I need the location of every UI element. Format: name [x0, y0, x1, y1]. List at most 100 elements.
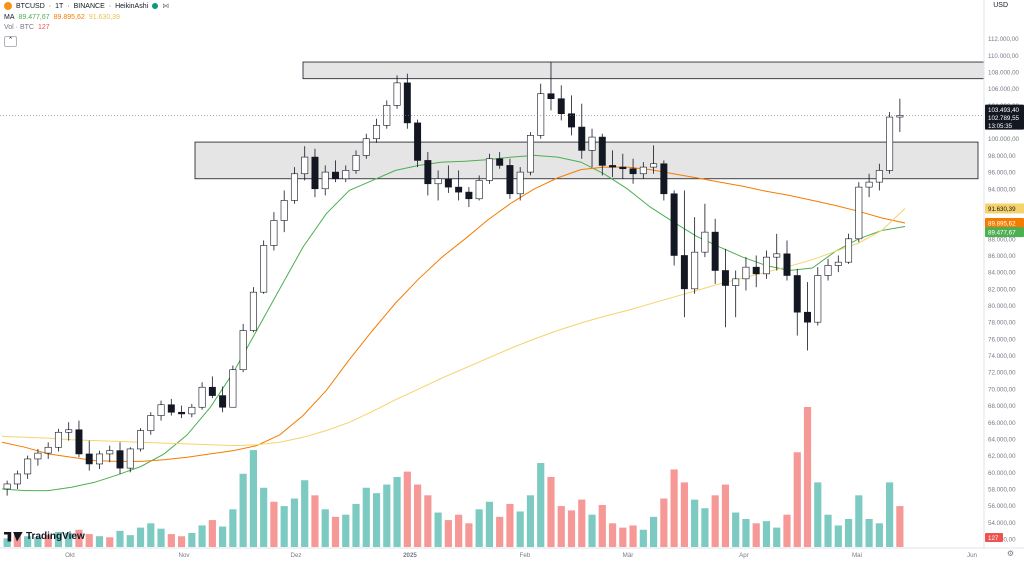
price-tick-label: 98.000,00: [988, 153, 1016, 160]
candle-body: [434, 178, 442, 185]
candle-body: [752, 266, 760, 275]
candle: [455, 170, 463, 201]
candle: [680, 190, 688, 318]
candle: [650, 145, 658, 174]
price-tick-label: 54.000,00: [988, 520, 1016, 527]
volume-label-bg: [985, 533, 1003, 542]
candle: [773, 233, 781, 271]
exchange: BINANCE: [73, 2, 105, 10]
volume-bar: [619, 527, 627, 547]
vol-value: 127: [37, 24, 50, 31]
settings-gear-icon[interactable]: ⚙: [1006, 549, 1014, 558]
ma-legend[interactable]: MA 89.477,67 89.895,62 91.630,39: [4, 14, 120, 21]
ma3-price-label-bg: [985, 203, 1024, 214]
candle-body: [188, 406, 196, 415]
candle: [249, 287, 257, 333]
volume-legend[interactable]: Vol · BTC 127: [4, 24, 50, 31]
candle-body: [537, 93, 545, 136]
candle-body: [383, 105, 391, 126]
candle-body: [896, 115, 904, 118]
candle: [301, 146, 309, 181]
volume-bar: [875, 523, 883, 547]
volume-bar: [639, 529, 647, 547]
volume-bar: [44, 535, 52, 547]
candle: [65, 422, 73, 441]
candle-body: [24, 458, 32, 475]
volume-bar: [680, 482, 688, 547]
symbol-legend[interactable]: BTCUSD · 1T · BINANCE · HeikinAshi ⋈: [4, 2, 169, 10]
candle-body: [793, 275, 801, 313]
candle: [434, 170, 442, 201]
tradingview-logo: TradingView: [4, 531, 85, 542]
currency-selector[interactable]: USD: [993, 2, 1008, 9]
candle-body: [475, 180, 483, 200]
volume-bar: [896, 506, 904, 547]
volume-bar: [783, 514, 791, 547]
vol-label: Vol · BTC: [4, 24, 34, 31]
candle: [13, 470, 21, 489]
candle: [116, 442, 124, 474]
candle: [845, 233, 853, 264]
candle: [588, 128, 596, 168]
volume-bar: [711, 495, 719, 547]
candle: [147, 412, 155, 435]
volume-bar: [280, 506, 288, 547]
candle: [824, 258, 832, 281]
time-tick-label: Apr: [739, 552, 749, 559]
last-price-label: 103.493,40: [988, 107, 1020, 114]
candle-body: [516, 171, 524, 195]
volume-bar: [198, 525, 206, 547]
volume-bar: [219, 526, 227, 547]
ma-value-2: 89.895,62: [53, 14, 85, 21]
candle-body: [455, 186, 463, 193]
candle: [516, 167, 524, 201]
candle-body: [403, 82, 411, 124]
candle-body: [311, 156, 319, 190]
candle-body: [855, 186, 863, 240]
volume-bar: [136, 527, 145, 547]
candle: [383, 100, 391, 129]
candle-body: [721, 270, 729, 286]
candle-body: [834, 261, 842, 266]
candle-body: [332, 171, 339, 180]
candle-body: [116, 450, 124, 469]
volume-bar: [516, 511, 524, 547]
candle: [3, 480, 11, 496]
candle: [578, 103, 586, 159]
volume-bar: [824, 514, 832, 547]
candle: [75, 420, 83, 458]
price-tick-label: 66.000,00: [988, 420, 1016, 427]
volume-bar: [116, 530, 124, 547]
candle-body: [886, 116, 894, 171]
volume-bar: [762, 521, 771, 547]
price-tick-label: 94.000,00: [988, 186, 1016, 193]
volume-bar: [475, 509, 483, 547]
share-icon[interactable]: ⋈: [162, 3, 170, 10]
candle: [598, 133, 606, 176]
candle: [762, 250, 770, 279]
time-tick-label: Mai: [852, 552, 862, 559]
candle: [732, 270, 740, 318]
candle-body: [373, 125, 381, 140]
candle: [229, 365, 237, 408]
candle-body: [639, 166, 647, 175]
volume-bar: [691, 499, 699, 547]
candle-body: [711, 231, 719, 271]
price-tick-label: 64.000,00: [988, 436, 1016, 443]
volume-bar: [578, 499, 586, 547]
candle: [506, 158, 514, 199]
candle: [403, 73, 411, 129]
candle: [793, 268, 801, 336]
volume-bar: [465, 523, 473, 547]
volume-bar: [331, 516, 340, 547]
candle-body: [660, 163, 668, 195]
volume-bar: [670, 469, 678, 547]
volume-bar: [321, 509, 329, 547]
price-tick-label: 70.000,00: [988, 386, 1016, 393]
collapse-legend-button[interactable]: ⌃: [4, 36, 17, 47]
candle-body: [465, 191, 473, 200]
candle: [137, 428, 145, 452]
candle-body: [229, 369, 237, 408]
price-tick-label: 86.000,00: [988, 253, 1016, 260]
